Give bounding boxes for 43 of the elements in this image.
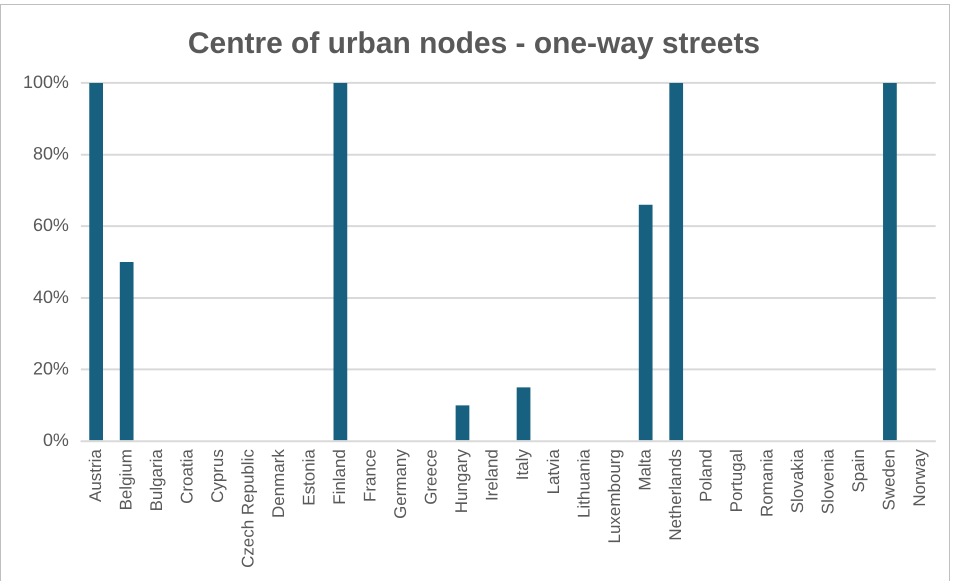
x-tick-label: Spain (849, 449, 868, 493)
x-tick-label: Finland (330, 449, 350, 505)
x-tick-label: Estonia (300, 448, 319, 506)
x-tick-label: Portugal (726, 449, 746, 512)
x-tick-label: France (360, 449, 380, 502)
x-tick-label: Norway (910, 448, 930, 507)
y-tick-label: 80% (32, 143, 69, 164)
y-tick-label: 20% (32, 358, 69, 378)
bar (89, 82, 104, 440)
x-tick-label: Denmark (268, 448, 288, 518)
x-tick-label: Czech Republic (238, 448, 258, 568)
bar (883, 82, 897, 440)
x-tick-label: Malta (635, 448, 654, 491)
x-tick-label: Ireland (482, 449, 502, 502)
y-tick-label: 0% (42, 430, 69, 450)
x-tick-label: Luxembourg (604, 449, 624, 544)
y-tick-label: 40% (32, 286, 69, 307)
y-tick-label: 100% (22, 72, 69, 92)
chart-title: Centre of urban nodes - one-way streets (188, 27, 760, 60)
x-tick-label: Slovakia (788, 448, 808, 514)
x-tick-label: Slovenia (818, 448, 838, 514)
x-tick-label: Romania (757, 448, 776, 518)
x-tick-label: Bulgaria (146, 448, 166, 512)
bar (120, 262, 134, 440)
x-tick-label: Croatia (177, 448, 196, 504)
x-tick-label: Cyprus (208, 449, 227, 503)
x-tick-label: Latvia (544, 448, 563, 494)
x-tick-label: Belgium (116, 449, 136, 510)
bar (456, 405, 470, 440)
x-tick-label: Hungary (452, 448, 472, 514)
x-tick-label: Italy (513, 448, 532, 480)
x-tick-label: Sweden (880, 449, 899, 510)
x-tick-label: Poland (696, 449, 716, 502)
x-tick-label: Lithuania (574, 448, 594, 518)
y-tick-label: 60% (32, 215, 69, 236)
x-tick-label: Netherlands (666, 449, 685, 541)
bar (516, 387, 530, 440)
bar (334, 82, 348, 440)
x-tick-label: Greece (422, 449, 441, 505)
bar (638, 204, 653, 440)
bar (669, 82, 684, 440)
x-tick-label: Austria (86, 448, 105, 502)
x-tick-label: Germany (391, 448, 410, 519)
